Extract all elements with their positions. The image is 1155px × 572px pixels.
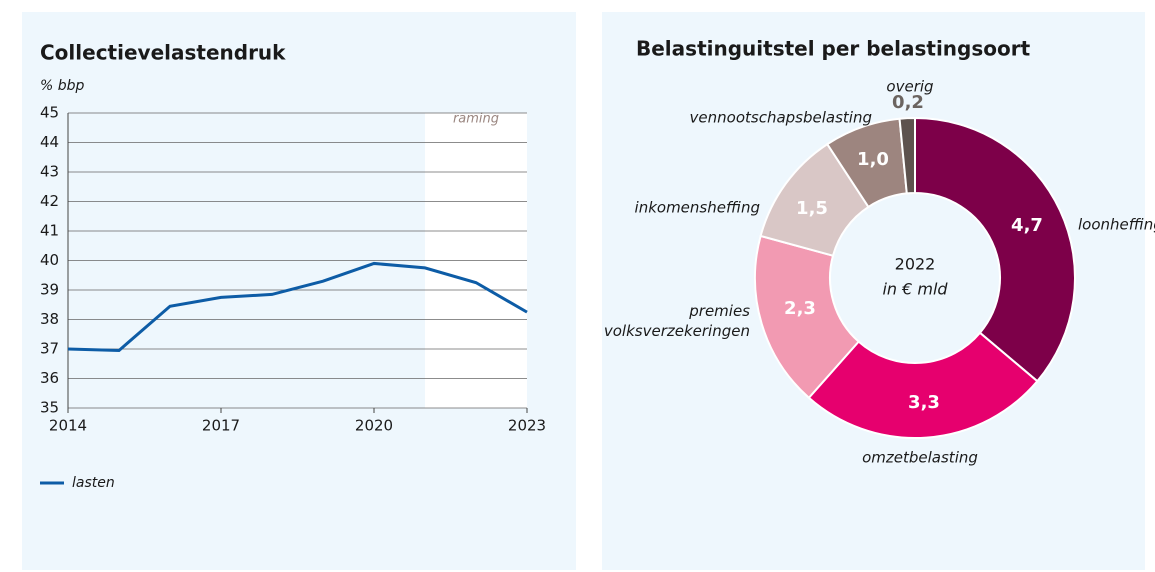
y-tick-label: 36: [40, 369, 59, 387]
y-tick-label: 41: [40, 222, 59, 240]
y-tick-label: 42: [40, 192, 59, 210]
category-label: loonheffing: [1078, 216, 1155, 234]
forecast-label: raming: [453, 112, 499, 127]
category-label: overig: [886, 78, 933, 96]
category-label-box: premies volksverzekeringen: [603, 302, 750, 340]
y-tick-label: 40: [40, 251, 59, 269]
center-text: 2022: [895, 255, 936, 274]
donut-segment: [807, 331, 1039, 439]
category-label: inkomensheffing: [635, 199, 760, 217]
value-label: 3,3: [908, 392, 940, 413]
category-label: premies volksverzekeringen: [603, 302, 750, 340]
x-tick-label: 2023: [508, 417, 546, 435]
legend-label: lasten: [72, 475, 115, 491]
center-text: in € mld: [882, 280, 948, 299]
x-tick-label: 2017: [202, 417, 240, 435]
category-label: vennootschapsbelasting: [690, 109, 872, 127]
y-tick-label: 35: [40, 399, 59, 417]
y-tick-label: 45: [40, 104, 59, 122]
y-axis-label: % bbp: [40, 78, 85, 94]
line-series: [67, 261, 528, 352]
donut-segment: [898, 116, 916, 195]
donut-segment: [914, 116, 1076, 383]
x-tick-label: 2020: [355, 417, 393, 435]
x-tick-label: 2014: [49, 417, 87, 435]
y-tick-label: 43: [40, 163, 59, 181]
chart-title: Collectievelastendruk: [40, 41, 286, 65]
y-tick-label: 37: [40, 340, 59, 358]
category-label: omzetbelasting: [862, 449, 978, 467]
value-label: 1,5: [796, 198, 828, 219]
chart-title: Belastinguitstel per belastingsoort: [636, 37, 1031, 61]
value-label: 4,7: [1011, 215, 1043, 236]
value-label: 1,0: [857, 149, 889, 170]
y-tick-label: 44: [40, 133, 59, 151]
y-tick-label: 39: [40, 281, 59, 299]
value-label: 2,3: [784, 298, 816, 319]
value-label: 0,2: [892, 92, 924, 113]
y-tick-label: 38: [40, 310, 59, 328]
